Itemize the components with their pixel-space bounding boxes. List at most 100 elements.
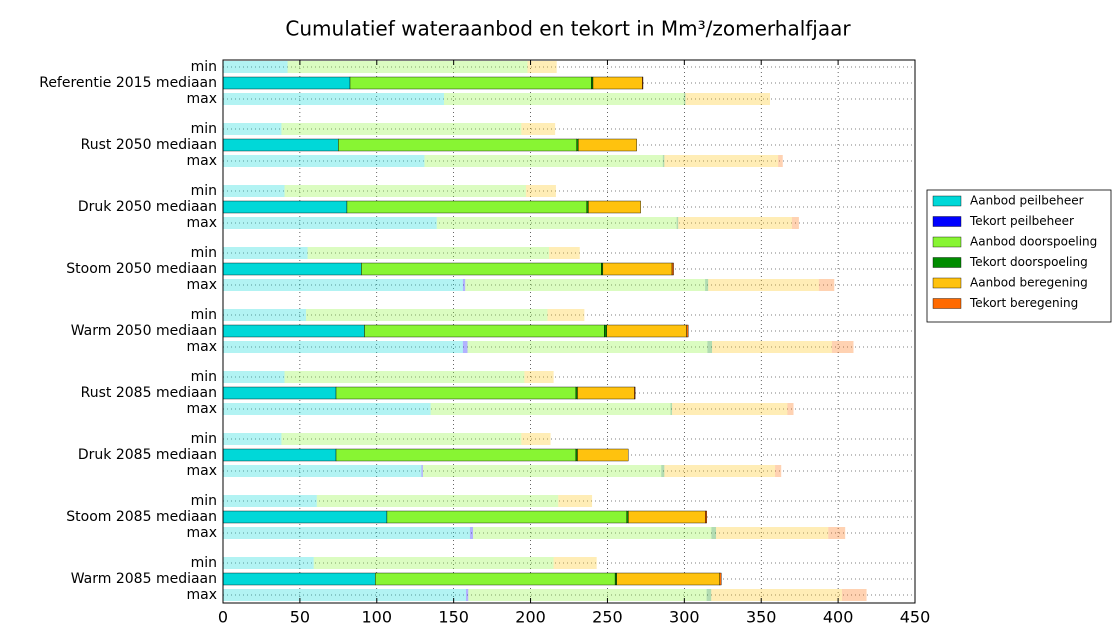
bar-segment — [287, 61, 528, 73]
y-tick-label: min — [191, 183, 217, 199]
bar-segment — [662, 155, 665, 167]
bar-segment — [222, 572, 376, 586]
bar-segment — [527, 61, 557, 73]
legend-swatch — [932, 257, 962, 268]
bar-segment — [602, 262, 673, 276]
bar-segment — [576, 138, 579, 152]
bar-segment — [316, 495, 559, 507]
bar-segment — [549, 247, 580, 259]
bar-segment — [223, 557, 314, 569]
bar-segment — [577, 386, 635, 400]
bar-segment — [430, 403, 671, 415]
bar-segment — [708, 279, 819, 291]
bar-segment — [524, 371, 554, 383]
x-tick-label: 400 — [823, 608, 854, 627]
bar-segment — [626, 510, 629, 524]
bar-segment — [828, 527, 846, 539]
y-tick-label: min — [191, 555, 217, 571]
bar-segment — [670, 403, 673, 415]
x-tick-label: 450 — [900, 608, 931, 627]
legend-label: Aanbod peilbeheer — [970, 194, 1084, 208]
y-tick-label: Stoom 2050 mediaan — [66, 261, 217, 277]
bar-segment — [641, 76, 644, 90]
legend-swatch — [932, 216, 962, 227]
plot-frame — [222, 59, 916, 604]
y-tick-label: Druk 2050 mediaan — [78, 199, 217, 215]
bar-segment — [473, 527, 712, 539]
bar-segment — [223, 309, 307, 321]
bar-segment — [716, 527, 829, 539]
bar-segment — [634, 386, 636, 400]
y-tick-label: max — [186, 91, 217, 107]
bar-segment — [364, 324, 605, 338]
bar-segment — [467, 341, 708, 353]
bar-segment — [223, 527, 470, 539]
bar-segment — [547, 309, 585, 321]
bar-segment — [335, 448, 577, 462]
bar-segment — [223, 371, 285, 383]
bar-segment — [592, 76, 643, 90]
bar-segment — [525, 185, 556, 197]
legend: Aanbod peilbeheer Tekort peilbeheer Aanbod… — [926, 189, 1112, 323]
y-tick-label: min — [191, 369, 217, 385]
legend-swatch — [932, 195, 962, 207]
bar-segment — [588, 200, 641, 214]
bar-segment — [685, 93, 770, 105]
bar-segment — [223, 403, 431, 415]
bar-segment — [676, 217, 679, 229]
bar-segment — [664, 465, 776, 477]
x-tick-label: 0 — [218, 608, 228, 627]
x-tick-label: 250 — [592, 608, 623, 627]
y-tick-label: min — [191, 307, 217, 323]
legend-label: Tekort beregening — [969, 296, 1078, 310]
bar-segment — [284, 371, 525, 383]
bar-segment — [601, 262, 604, 276]
y-tick-label: Warm 2085 mediaan — [71, 571, 217, 587]
legend-swatch — [932, 236, 962, 248]
bar-segment — [553, 557, 597, 569]
legend-label: Aanbod doorspoeling — [970, 235, 1097, 249]
bar-segment — [223, 247, 308, 259]
bar-segment — [223, 61, 288, 73]
bar-segment — [591, 76, 594, 90]
y-tick-label: min — [191, 121, 217, 137]
y-tick-label: min — [191, 431, 217, 447]
bar-segment — [222, 262, 362, 276]
bar-segment — [672, 403, 788, 415]
x-tick-label: 50 — [290, 608, 310, 627]
bar-segment — [422, 465, 662, 477]
bar-segment — [284, 185, 526, 197]
bar-segment — [628, 510, 706, 524]
bar-segment — [841, 589, 867, 601]
chart-title: Cumulatief wateraanbod en tekort in Mm³/… — [285, 17, 851, 41]
bar-segment — [307, 247, 550, 259]
y-tick-label: max — [186, 401, 217, 417]
bar-segment — [711, 589, 842, 601]
bar-segment — [424, 155, 663, 167]
y-tick-label: max — [186, 525, 217, 541]
bar-segment — [606, 324, 687, 338]
bar-segment — [712, 341, 832, 353]
bar-segment — [706, 589, 712, 601]
legend-swatch — [932, 277, 962, 289]
bar-segment — [223, 279, 463, 291]
bar-segment — [223, 433, 282, 445]
bar-segment — [223, 589, 466, 601]
y-tick-label: Stoom 2085 mediaan — [66, 509, 217, 525]
x-tick-label: 300 — [669, 608, 700, 627]
y-tick-label: Referentie 2015 mediaan — [39, 75, 217, 91]
y-tick-label: max — [186, 587, 217, 603]
bar-segment — [462, 279, 466, 291]
y-tick-label: Rust 2050 mediaan — [81, 137, 217, 153]
bar-segment — [578, 138, 637, 152]
bar-segment — [223, 495, 317, 507]
bar-segment — [664, 155, 779, 167]
bar-segment — [222, 386, 337, 400]
bar-segment — [223, 341, 463, 353]
bar-segment — [223, 217, 437, 229]
bar-segment — [222, 448, 337, 462]
bar-segment — [222, 138, 339, 152]
bar-segment — [306, 309, 548, 321]
legend-label: Aanbod beregening — [970, 276, 1088, 290]
bar-segment — [436, 217, 677, 229]
